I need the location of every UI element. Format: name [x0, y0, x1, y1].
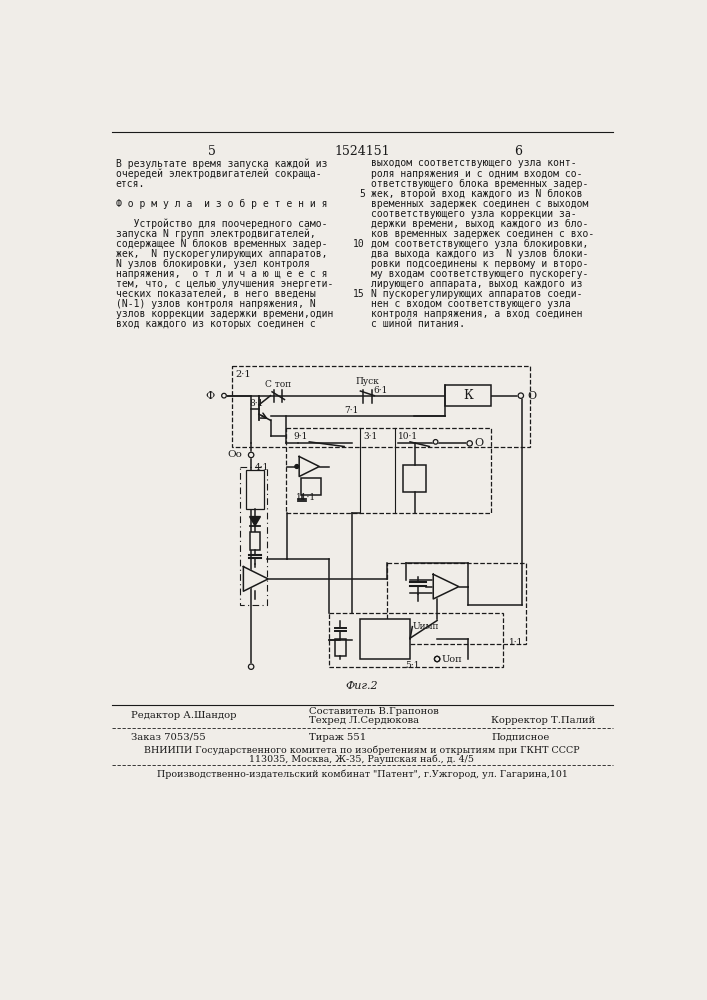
Text: ответствующего блока временных задер-: ответствующего блока временных задер- — [371, 179, 589, 189]
Text: Ф о р м у л а  и з о б р е т е н и я: Ф о р м у л а и з о б р е т е н и я — [115, 199, 327, 209]
Text: Редактор А.Шандор: Редактор А.Шандор — [131, 711, 237, 720]
Text: запуска N групп электродвигателей,: запуска N групп электродвигателей, — [115, 229, 315, 239]
Text: 10·1: 10·1 — [398, 432, 419, 441]
Text: N пускорегулирующих аппаратов соеди-: N пускорегулирующих аппаратов соеди- — [371, 289, 583, 299]
Text: 5·1: 5·1 — [405, 661, 419, 670]
Text: ВНИИПИ Государственного комитета по изобретениям и открытиям при ГКНТ СССР: ВНИИПИ Государственного комитета по изоб… — [144, 745, 580, 755]
Text: Фиг.2: Фиг.2 — [346, 681, 378, 691]
Text: N узлов блокировки, узел контроля: N узлов блокировки, узел контроля — [115, 259, 310, 269]
Text: (N-1) узлов контроля напряжения, N: (N-1) узлов контроля напряжения, N — [115, 299, 315, 309]
Text: О: О — [527, 391, 536, 401]
Circle shape — [295, 465, 299, 468]
Bar — [329, 613, 503, 667]
Text: содержащее N блоков временных задер-: содержащее N блоков временных задер- — [115, 239, 327, 249]
Text: напряжения,  о т л и ч а ю щ е е с я: напряжения, о т л и ч а ю щ е е с я — [115, 269, 327, 279]
Text: Подписное: Подписное — [491, 733, 550, 742]
Text: 113035, Москва, Ж-35, Раушская наб., д. 4/5: 113035, Москва, Ж-35, Раушская наб., д. … — [250, 754, 474, 764]
Text: Оо: Оо — [227, 450, 242, 459]
Text: Uоп: Uоп — [442, 654, 462, 664]
Text: 15: 15 — [354, 289, 365, 299]
Text: жек, второй вход каждого из N блоков: жек, второй вход каждого из N блоков — [371, 189, 583, 199]
Text: Корректор Т.Палий: Корректор Т.Палий — [491, 716, 595, 725]
Text: временных задержек соединен с выходом: временных задержек соединен с выходом — [371, 199, 589, 209]
Text: 8·1: 8·1 — [250, 399, 264, 408]
Text: Производственно-издательский комбинат "Патент", г.Ужгород, ул. Гагарина,101: Производственно-издательский комбинат "П… — [156, 770, 568, 779]
Bar — [286, 428, 491, 513]
Circle shape — [434, 656, 440, 662]
Text: Заказ 7053/55: Заказ 7053/55 — [131, 733, 206, 742]
Text: му входам соответствующего пускорегу-: му входам соответствующего пускорегу- — [371, 269, 589, 279]
Text: узлов коррекции задержки времени,один: узлов коррекции задержки времени,один — [115, 309, 333, 319]
Polygon shape — [243, 567, 268, 591]
Circle shape — [434, 656, 440, 662]
Text: роля напряжения и с одним входом со-: роля напряжения и с одним входом со- — [371, 169, 583, 179]
Text: Техред Л.Сердюкова: Техред Л.Сердюкова — [309, 716, 419, 725]
Circle shape — [433, 440, 438, 444]
Text: Тираж 551: Тираж 551 — [309, 733, 366, 742]
Text: вход каждого из которых соединен с: вход каждого из которых соединен с — [115, 319, 315, 329]
Text: два выхода каждого из  N узлов блоки-: два выхода каждого из N узлов блоки- — [371, 249, 589, 259]
Text: 5: 5 — [209, 145, 216, 158]
Circle shape — [222, 393, 226, 398]
Text: 1·1: 1·1 — [509, 638, 524, 647]
Text: тем, что, с целью улучшения энергети-: тем, что, с целью улучшения энергети- — [115, 279, 333, 289]
Text: ков временных задержек соединен с вхо-: ков временных задержек соединен с вхо- — [371, 229, 595, 239]
Text: ется.: ется. — [115, 179, 145, 189]
Text: К: К — [463, 389, 473, 402]
Text: 9·1: 9·1 — [293, 432, 308, 441]
Polygon shape — [250, 517, 260, 526]
Text: выходом соответствующего узла конт-: выходом соответствующего узла конт- — [371, 158, 577, 168]
Text: 2·1: 2·1 — [235, 370, 251, 379]
Text: О: О — [474, 438, 484, 448]
Circle shape — [467, 441, 472, 446]
Text: 7·1: 7·1 — [344, 406, 358, 415]
Bar — [300, 478, 321, 495]
Bar — [335, 639, 346, 656]
Text: ровки подсоединены к первому и второ-: ровки подсоединены к первому и второ- — [371, 259, 589, 269]
Text: контроля напряжения, а вход соединен: контроля напряжения, а вход соединен — [371, 309, 583, 319]
Text: 6: 6 — [515, 145, 522, 158]
Bar — [247, 470, 264, 509]
Bar — [360, 619, 410, 659]
Bar — [250, 532, 260, 550]
Text: соответствующего узла коррекции за-: соответствующего узла коррекции за- — [371, 209, 577, 219]
Text: В результате время запуска каждой из: В результате время запуска каждой из — [115, 158, 327, 169]
Text: нен с входом соответствующего узла: нен с входом соответствующего узла — [371, 299, 571, 309]
Text: лирующего аппарата, выход каждого из: лирующего аппарата, выход каждого из — [371, 279, 583, 289]
Bar — [232, 366, 530, 447]
Bar — [387, 563, 526, 644]
Text: жек,  N пускорегулирующих аппаратов,: жек, N пускорегулирующих аппаратов, — [115, 249, 327, 259]
Circle shape — [248, 664, 254, 669]
Bar — [445, 385, 491, 406]
Text: с шиной питания.: с шиной питания. — [371, 319, 465, 329]
Bar — [403, 465, 426, 492]
Text: дом соответствующего узла блокировки,: дом соответствующего узла блокировки, — [371, 239, 589, 249]
Text: 1524151: 1524151 — [334, 145, 390, 158]
Text: ческих показателей, в него введены: ческих показателей, в него введены — [115, 289, 315, 299]
Text: держки времени, выход каждого из бло-: держки времени, выход каждого из бло- — [371, 219, 589, 229]
Text: Uимп: Uимп — [412, 622, 439, 631]
Text: Составитель В.Грапонов: Составитель В.Грапонов — [309, 707, 439, 716]
Circle shape — [518, 393, 524, 398]
Text: Устройство для поочередного само-: Устройство для поочередного само- — [115, 219, 327, 229]
Polygon shape — [433, 574, 459, 599]
Circle shape — [248, 452, 254, 458]
Text: Ф: Ф — [206, 391, 215, 401]
Text: очередей электродвигателей сокраща-: очередей электродвигателей сокраща- — [115, 169, 321, 179]
Text: С топ: С топ — [265, 380, 291, 389]
Text: 10: 10 — [354, 239, 365, 249]
Bar — [240, 466, 267, 605]
Text: 11·1: 11·1 — [296, 493, 316, 502]
Text: 3·1: 3·1 — [363, 432, 378, 441]
Text: Пуск: Пуск — [356, 377, 379, 386]
Polygon shape — [299, 456, 320, 477]
Text: 6·1: 6·1 — [373, 386, 388, 395]
Text: 5: 5 — [359, 189, 365, 199]
Text: 4·1: 4·1 — [255, 463, 269, 472]
